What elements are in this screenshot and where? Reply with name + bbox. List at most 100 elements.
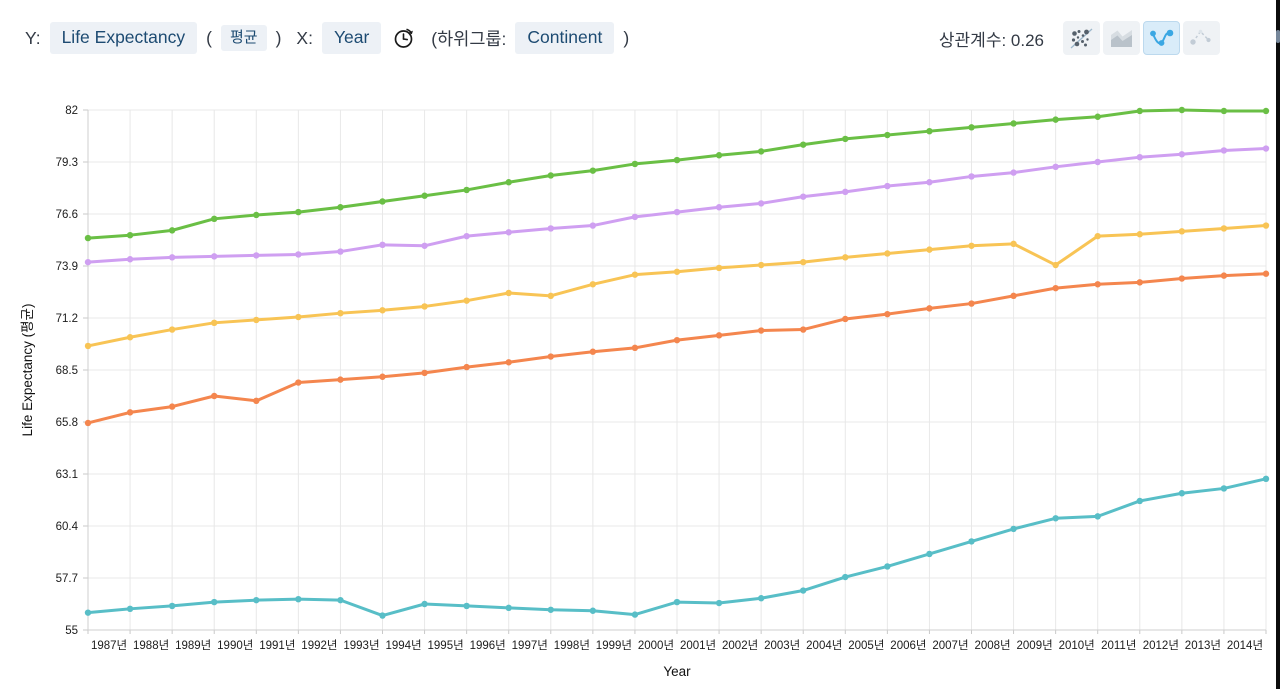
data-point-teal-line[interactable] [463, 602, 470, 610]
data-point-purple-line[interactable] [126, 256, 134, 263]
data-point-yellow-line[interactable] [337, 309, 344, 317]
scatter-chart-button[interactable] [1063, 21, 1100, 55]
data-point-yellow-line[interactable] [295, 313, 302, 321]
data-point-purple-line[interactable] [926, 179, 933, 186]
data-point-green-line[interactable] [84, 234, 92, 242]
data-point-yellow-line[interactable] [379, 307, 386, 314]
data-point-orange-line[interactable] [1178, 275, 1186, 282]
data-point-purple-line[interactable] [1094, 158, 1101, 166]
data-point-green-line[interactable] [800, 141, 807, 148]
data-point-orange-line[interactable] [842, 315, 849, 323]
data-point-yellow-line[interactable] [1094, 232, 1101, 240]
data-point-yellow-line[interactable] [1136, 231, 1143, 238]
data-point-green-line[interactable] [295, 208, 302, 216]
data-point-yellow-line[interactable] [800, 258, 807, 266]
data-point-teal-line[interactable] [337, 596, 344, 604]
data-point-green-line[interactable] [253, 211, 260, 219]
data-point-green-line[interactable] [547, 172, 554, 179]
data-point-yellow-line[interactable] [968, 242, 975, 249]
data-point-teal-line[interactable] [379, 612, 386, 619]
data-point-orange-line[interactable] [673, 336, 681, 344]
data-point-purple-line[interactable] [1136, 153, 1143, 161]
data-point-purple-line[interactable] [1052, 163, 1059, 171]
data-point-green-line[interactable] [1136, 107, 1143, 115]
data-point-orange-line[interactable] [631, 344, 639, 352]
data-point-yellow-line[interactable] [842, 254, 849, 261]
data-point-teal-line[interactable] [1010, 525, 1017, 533]
data-point-teal-line[interactable] [84, 609, 92, 616]
data-point-green-line[interactable] [1178, 106, 1186, 114]
data-point-yellow-line[interactable] [589, 281, 597, 288]
data-point-purple-line[interactable] [84, 258, 92, 266]
data-point-teal-line[interactable] [253, 596, 260, 604]
y-field-chip[interactable]: Life Expectancy [49, 22, 198, 54]
data-point-yellow-line[interactable] [1010, 240, 1017, 248]
data-point-purple-line[interactable] [968, 173, 975, 180]
data-point-yellow-line[interactable] [884, 250, 891, 257]
data-point-purple-line[interactable] [842, 188, 849, 196]
data-point-green-line[interactable] [757, 148, 765, 155]
data-point-green-line[interactable] [421, 192, 428, 199]
data-point-purple-line[interactable] [589, 222, 597, 229]
data-point-yellow-line[interactable] [84, 342, 92, 350]
data-point-teal-line[interactable] [673, 598, 681, 606]
data-point-yellow-line[interactable] [1220, 225, 1228, 232]
data-point-teal-line[interactable] [1052, 515, 1059, 522]
data-point-green-line[interactable] [1052, 116, 1059, 123]
data-point-teal-line[interactable] [926, 550, 933, 558]
data-point-purple-line[interactable] [1220, 147, 1228, 154]
data-point-green-line[interactable] [842, 135, 849, 143]
data-point-purple-line[interactable] [1010, 169, 1017, 176]
data-point-orange-line[interactable] [505, 359, 512, 366]
data-point-yellow-line[interactable] [673, 268, 681, 275]
data-point-teal-line[interactable] [211, 598, 218, 606]
data-point-green-line[interactable] [631, 160, 639, 168]
data-point-teal-line[interactable] [842, 573, 849, 581]
data-point-teal-line[interactable] [884, 563, 891, 570]
data-point-purple-line[interactable] [1262, 145, 1270, 152]
data-point-purple-line[interactable] [505, 229, 512, 236]
data-point-green-line[interactable] [1010, 120, 1017, 127]
scrollbar-thumb[interactable] [1276, 30, 1280, 43]
data-point-orange-line[interactable] [337, 376, 344, 383]
data-point-yellow-line[interactable] [757, 261, 765, 269]
data-point-purple-line[interactable] [295, 251, 302, 258]
data-point-teal-line[interactable] [800, 587, 807, 594]
data-point-teal-line[interactable] [631, 611, 639, 618]
data-point-orange-line[interactable] [589, 348, 597, 355]
data-point-purple-line[interactable] [421, 242, 428, 249]
data-point-yellow-line[interactable] [1262, 222, 1270, 229]
data-point-purple-line[interactable] [1178, 151, 1186, 158]
data-point-purple-line[interactable] [211, 253, 218, 260]
y-aggregation-chip[interactable]: 평균 [220, 24, 267, 52]
data-point-orange-line[interactable] [715, 332, 723, 339]
data-point-purple-line[interactable] [715, 204, 723, 211]
data-point-orange-line[interactable] [800, 326, 807, 333]
data-point-purple-line[interactable] [757, 200, 765, 207]
data-point-teal-line[interactable] [505, 604, 512, 612]
data-point-green-line[interactable] [168, 227, 176, 234]
data-point-green-line[interactable] [211, 215, 218, 223]
data-point-purple-line[interactable] [631, 213, 639, 221]
data-point-yellow-line[interactable] [211, 319, 218, 327]
data-point-teal-line[interactable] [1220, 485, 1228, 492]
data-point-teal-line[interactable] [547, 606, 554, 613]
data-point-purple-line[interactable] [168, 254, 176, 261]
data-point-orange-line[interactable] [1010, 292, 1017, 300]
dashed-line-chart-button[interactable] [1183, 21, 1220, 55]
time-axis-icon[interactable] [392, 26, 416, 50]
data-point-orange-line[interactable] [1262, 270, 1270, 277]
data-point-orange-line[interactable] [884, 310, 891, 318]
data-point-yellow-line[interactable] [126, 334, 134, 341]
data-point-orange-line[interactable] [463, 363, 470, 371]
data-point-orange-line[interactable] [1094, 281, 1101, 288]
data-point-green-line[interactable] [1094, 113, 1101, 120]
data-point-orange-line[interactable] [547, 353, 554, 360]
data-point-yellow-line[interactable] [1178, 228, 1186, 235]
data-point-green-line[interactable] [1220, 107, 1228, 115]
data-point-purple-line[interactable] [253, 252, 260, 259]
data-point-teal-line[interactable] [1178, 490, 1186, 497]
line-chart-button[interactable] [1143, 21, 1180, 55]
data-point-teal-line[interactable] [589, 607, 597, 614]
data-point-orange-line[interactable] [1220, 272, 1228, 279]
